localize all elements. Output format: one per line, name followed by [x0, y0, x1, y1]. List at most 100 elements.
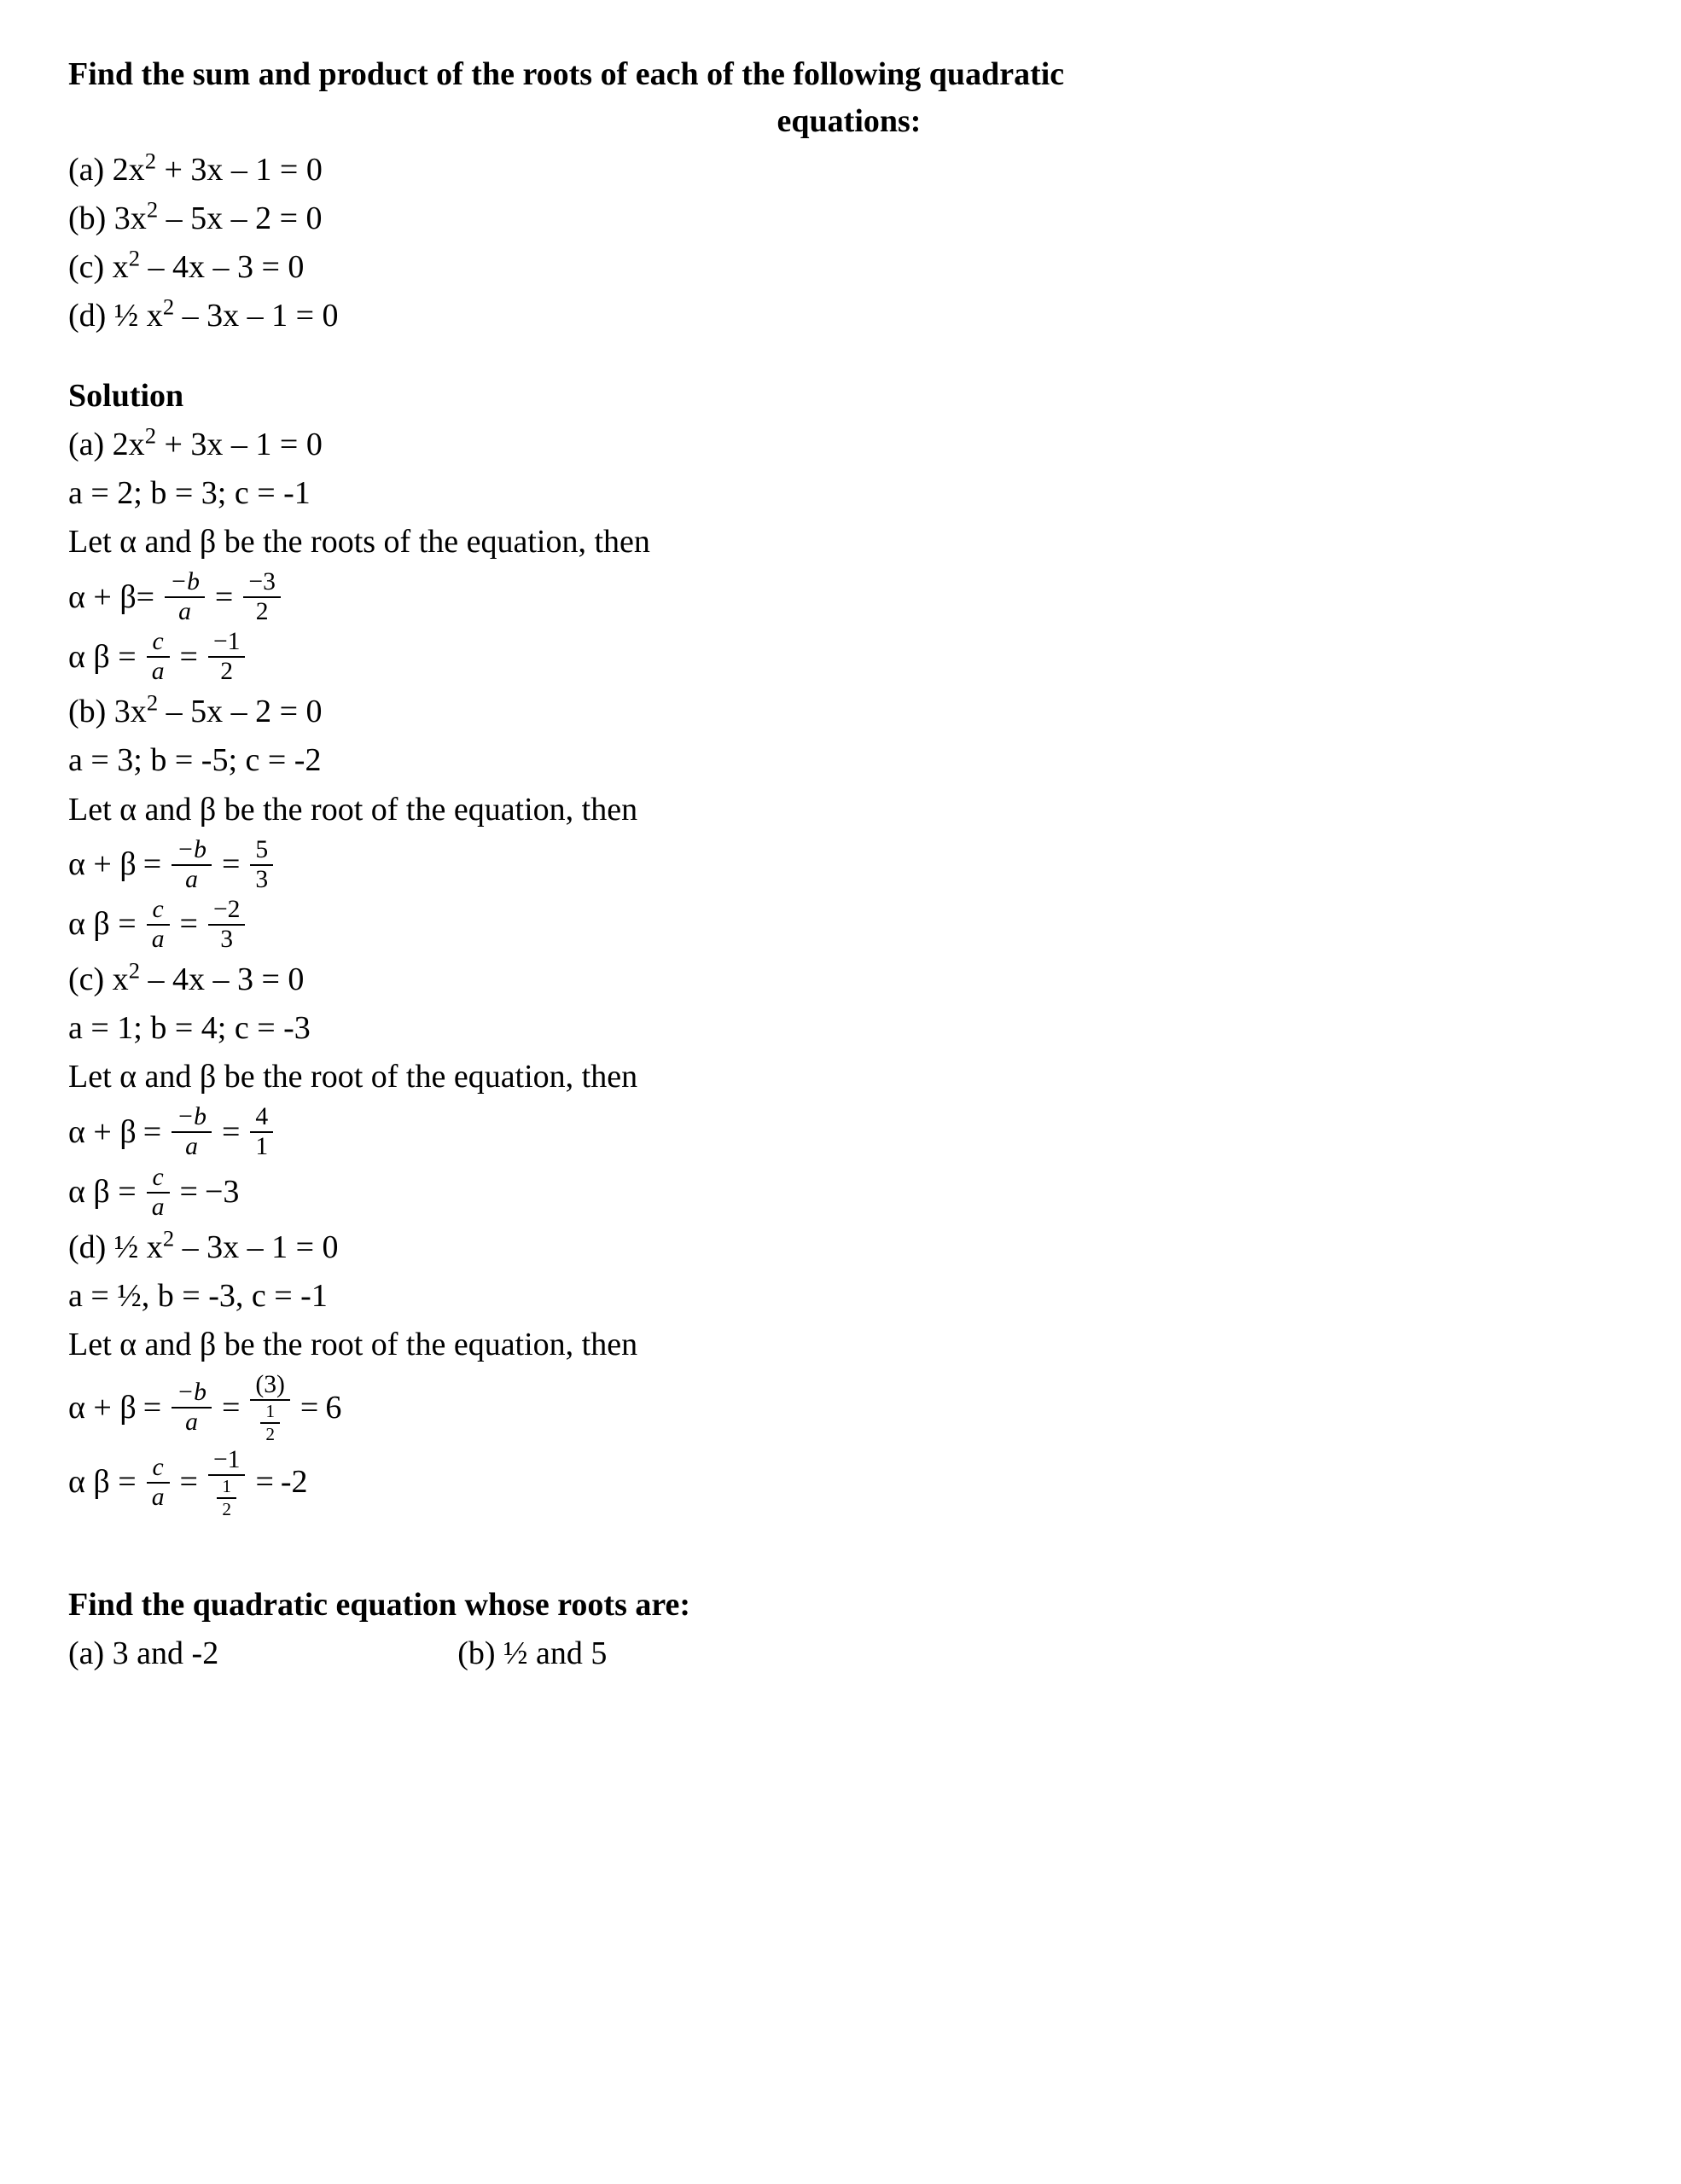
sup-2: 2	[129, 957, 140, 983]
frac-half: 1 2	[217, 1477, 236, 1519]
sol-a-product: α β = c a = −1 2	[68, 629, 1630, 685]
numerator: −3	[243, 569, 281, 598]
denominator: 1	[250, 1133, 273, 1160]
problem2-a: (a) 3 and -2	[68, 1630, 218, 1677]
sol-d-product: α β = c a = −1 1 2 = -2	[68, 1447, 1630, 1519]
numerator: −b	[172, 1104, 212, 1133]
numerator: (3)	[250, 1372, 290, 1401]
sup-2: 2	[147, 197, 158, 223]
equals: =	[215, 574, 233, 621]
problem-d-lead: (d) ½ x	[68, 298, 163, 334]
sol-a-equation: (a) 2x2 + 3x – 1 = 0	[68, 421, 1630, 468]
denominator: a	[147, 926, 170, 953]
equals: =	[255, 1459, 273, 1506]
sum-label: α + β	[68, 1385, 137, 1432]
sol-b-let-root: Let α and β be the root of the equation,…	[68, 787, 1630, 834]
frac-result: −1 2	[208, 629, 246, 685]
numerator: c	[147, 1455, 170, 1484]
equals: =	[143, 841, 161, 888]
numerator: −b	[172, 837, 212, 866]
sup-2: 2	[145, 422, 156, 448]
sol-b-eq-lead: (b) 3x	[68, 694, 147, 729]
sol-c-coefficients: a = 1; b = 4; c = -3	[68, 1005, 1630, 1052]
frac-neg-b-over-a: −b a	[165, 569, 205, 625]
equals: =	[222, 1109, 240, 1156]
frac-result: 5 3	[250, 837, 273, 893]
sol-d-sum: α + β = −b a = (3) 1 2 = 6	[68, 1372, 1630, 1443]
numerator: c	[147, 629, 170, 658]
problem-d: (d) ½ x2 – 3x – 1 = 0	[68, 293, 1630, 340]
equals: =	[180, 1169, 198, 1216]
sol-b-sum: α + β = −b a = 5 3	[68, 837, 1630, 893]
sup-2: 2	[145, 148, 156, 174]
denominator: a	[172, 1409, 212, 1436]
numerator: −b	[172, 1380, 212, 1409]
sol-c-eq-lead: (c) x	[68, 961, 129, 997]
frac-c-over-a: c a	[147, 1165, 170, 1221]
problem2-options: (a) 3 and -2 (b) ½ and 5	[68, 1630, 1630, 1677]
equals: =	[143, 1385, 161, 1432]
numerator: −1	[208, 629, 246, 658]
sum-label: α + β	[68, 1109, 137, 1156]
denominator: a	[147, 658, 170, 685]
numerator: 1	[260, 1402, 280, 1423]
sol-c-product: α β = c a = −3	[68, 1165, 1630, 1221]
sol-c-sum: α + β = −b a = 4 1	[68, 1104, 1630, 1160]
sol-a-sum: α + β= −b a = −3 2	[68, 569, 1630, 625]
denominator: 2	[217, 1499, 236, 1519]
denominator: 3	[208, 926, 246, 953]
sol-b-product: α β = c a = −2 3	[68, 897, 1630, 953]
sum-label: α + β=	[68, 574, 154, 621]
sol-a-eq-tail: + 3x – 1 = 0	[156, 427, 323, 462]
sol-d-let-root: Let α and β be the root of the equation,…	[68, 1321, 1630, 1368]
frac-neg-b-over-a: −b a	[172, 1104, 212, 1160]
denominator: 1 2	[250, 1401, 290, 1443]
frac-c-over-a: c a	[147, 629, 170, 685]
equals: =	[180, 634, 198, 681]
equals: =	[180, 1459, 198, 1506]
problem-a: (a) 2x2 + 3x – 1 = 0	[68, 147, 1630, 194]
problem-c: (c) x2 – 4x – 3 = 0	[68, 244, 1630, 291]
problem-b: (b) 3x2 – 5x – 2 = 0	[68, 195, 1630, 242]
frac-neg1-over-half: −1 1 2	[208, 1447, 246, 1519]
sol-b-eq-tail: – 5x – 2 = 0	[158, 694, 322, 729]
product-label: α β =	[68, 1459, 137, 1506]
frac-3-over-half: (3) 1 2	[250, 1372, 290, 1443]
sol-d-eq-tail: – 3x – 1 = 0	[174, 1229, 338, 1265]
numerator: −b	[165, 569, 205, 598]
sol-a-eq-lead: (a) 2x	[68, 427, 145, 462]
denominator: 1 2	[208, 1476, 246, 1519]
equals: =	[143, 1109, 161, 1156]
sol-c-equation: (c) x2 – 4x – 3 = 0	[68, 956, 1630, 1003]
problem-heading-line1: Find the sum and product of the roots of…	[68, 51, 1630, 98]
product-label: α β =	[68, 634, 137, 681]
equals: =	[222, 841, 240, 888]
sum-label: α + β	[68, 841, 137, 888]
solution-heading: Solution	[68, 373, 1630, 420]
numerator: 1	[217, 1477, 236, 1498]
frac-neg-b-over-a: −b a	[172, 1380, 212, 1436]
denominator: a	[172, 1133, 212, 1160]
problem-heading-line2: equations:	[68, 98, 1630, 145]
sup-2: 2	[147, 690, 158, 716]
denominator: 2	[260, 1424, 280, 1443]
numerator: 5	[250, 837, 273, 866]
problem2-heading: Find the quadratic equation whose roots …	[68, 1582, 1630, 1629]
product-label: α β =	[68, 901, 137, 948]
sup-2: 2	[129, 246, 140, 271]
equals: =	[300, 1385, 318, 1432]
sol-b-coefficients: a = 3; b = -5; c = -2	[68, 737, 1630, 784]
denominator: a	[165, 598, 205, 625]
frac-result: −3 2	[243, 569, 281, 625]
product-result: -2	[281, 1459, 308, 1506]
denominator: a	[172, 866, 212, 893]
denominator: a	[147, 1484, 170, 1511]
numerator: −1	[208, 1447, 246, 1476]
equals: =	[180, 901, 198, 948]
frac-result: 4 1	[250, 1104, 273, 1160]
sol-c-let-root: Let α and β be the root of the equation,…	[68, 1054, 1630, 1101]
sup-2: 2	[163, 294, 174, 320]
product-label: α β =	[68, 1169, 137, 1216]
numerator: −2	[208, 897, 246, 926]
frac-c-over-a: c a	[147, 897, 170, 953]
